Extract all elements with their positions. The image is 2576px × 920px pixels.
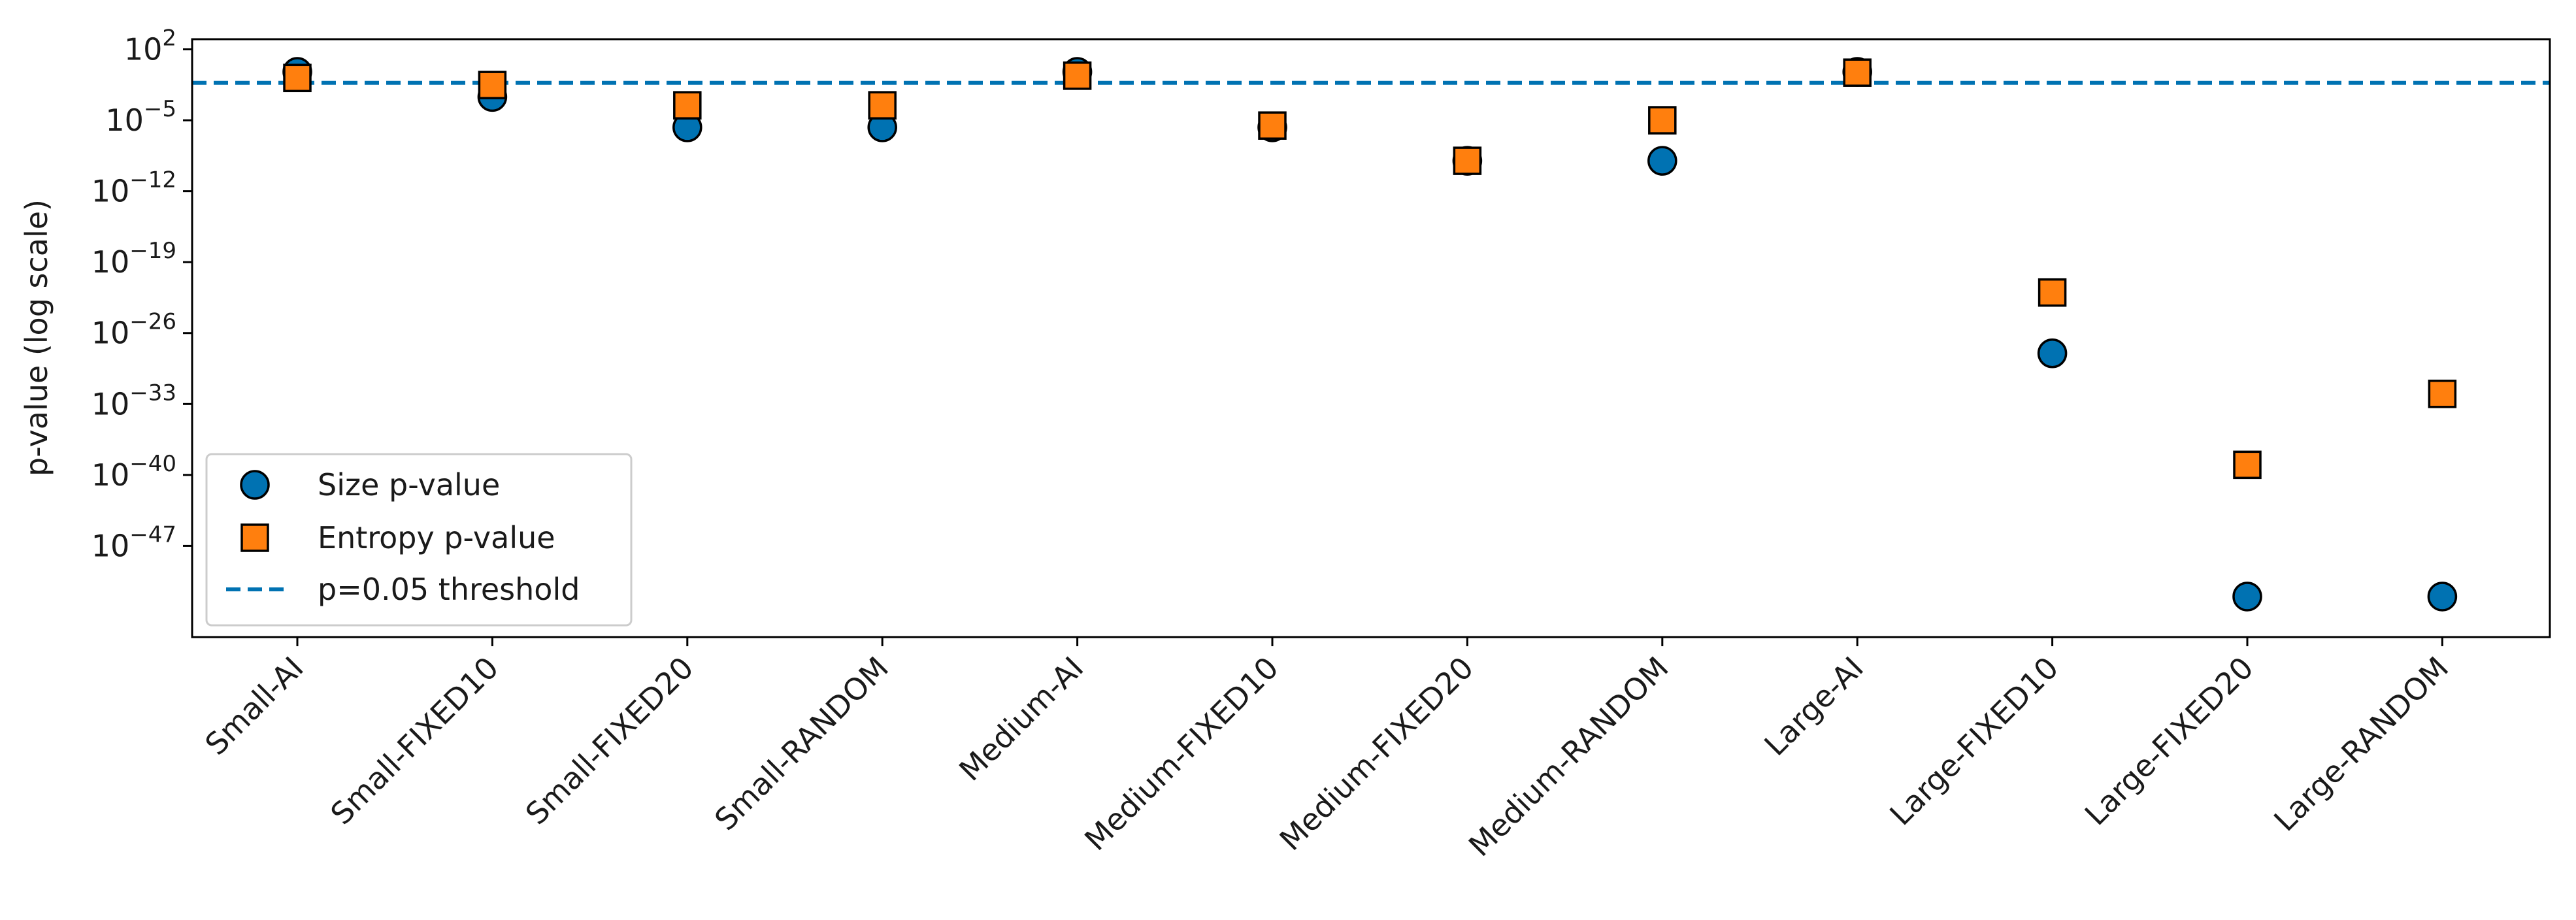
legend-frame xyxy=(205,453,633,627)
size-p-value-point xyxy=(2232,582,2262,612)
y-tick-exponent: −33 xyxy=(129,380,176,406)
y-tick-exponent: −5 xyxy=(144,96,176,122)
y-tick-exponent: −26 xyxy=(129,309,176,335)
x-tick-label: Medium-FIXED20 xyxy=(1273,650,1481,858)
x-tick-label: Large-RANDOM xyxy=(2267,650,2455,838)
y-tick-exponent: −47 xyxy=(129,521,176,548)
y-tick-base: 10 xyxy=(124,32,163,67)
y-tick-label: 10−12 xyxy=(91,167,176,209)
entropy-p-value-point xyxy=(2038,278,2067,307)
y-tick-exponent: −12 xyxy=(129,167,176,193)
entropy-p-value-point xyxy=(1648,106,1677,135)
entropy-p-value-point xyxy=(2233,450,2262,480)
entropy-p-value-point xyxy=(1258,111,1287,140)
legend: Size p-value Entropy p-value p=0.05 thresh… xyxy=(205,453,633,627)
y-tick-label: 10−5 xyxy=(105,96,176,138)
y-tick-base: 10 xyxy=(91,244,130,280)
y-tick-label: 10−19 xyxy=(91,238,176,280)
entropy-p-value-point xyxy=(1063,61,1092,90)
data-markers xyxy=(282,57,2458,612)
entropy-p-value-point xyxy=(2428,380,2457,408)
y-tick-label: 10−33 xyxy=(91,380,176,421)
y-axis-title: p-value (log scale) xyxy=(19,199,54,476)
x-tick-label: Large-AI xyxy=(1757,650,1870,763)
size-p-value-point xyxy=(2037,338,2068,369)
y-tick-label: 10−40 xyxy=(91,451,176,493)
size-p-value-point xyxy=(2427,582,2458,612)
legend-size-marker xyxy=(240,470,270,500)
entropy-p-value-point xyxy=(1843,58,1872,87)
entropy-p-value-point xyxy=(283,63,312,93)
entropy-p-value-point xyxy=(673,91,702,120)
x-tick-label: Small-FIXED20 xyxy=(519,650,701,832)
y-tick-exponent: 2 xyxy=(162,25,176,52)
x-axis: Small-AI Small-FIXED10 Small-FIXED20 Small-… xyxy=(198,637,2455,863)
x-tick-label: Medium-AI xyxy=(952,650,1090,788)
x-tick-label: Small-RANDOM xyxy=(708,650,895,838)
y-tick-label: 102 xyxy=(124,25,176,67)
legend-threshold-label: p=0.05 threshold xyxy=(318,572,580,607)
legend-size-label: Size p-value xyxy=(318,467,500,502)
entropy-p-value-point xyxy=(1453,146,1482,175)
y-tick-label: 10−26 xyxy=(91,309,176,351)
x-tick-label: Medium-RANDOM xyxy=(1462,650,1676,864)
y-tick-exponent: −19 xyxy=(129,238,176,264)
y-tick-base: 10 xyxy=(91,174,130,209)
y-tick-base: 10 xyxy=(91,316,130,351)
entropy-p-value-point xyxy=(868,91,897,120)
x-tick-label: Small-AI xyxy=(198,650,310,762)
size-p-value-point xyxy=(1647,146,1677,176)
x-tick-label: Large-FIXED10 xyxy=(1883,650,2065,832)
x-tick-label: Medium-FIXED10 xyxy=(1078,650,1285,858)
x-tick-label: Large-FIXED20 xyxy=(2078,650,2260,832)
x-tick-label: Small-FIXED10 xyxy=(323,650,505,832)
y-tick-base: 10 xyxy=(91,457,130,493)
y-tick-base: 10 xyxy=(91,386,130,421)
legend-entropy-label: Entropy p-value xyxy=(318,520,555,555)
plot-area-frame xyxy=(191,38,2551,638)
y-tick-label: 10−47 xyxy=(91,521,176,563)
legend-entropy-marker xyxy=(240,523,269,552)
y-tick-exponent: −40 xyxy=(129,451,176,477)
y-tick-base: 10 xyxy=(91,528,130,563)
entropy-p-value-point xyxy=(478,71,507,99)
y-tick-base: 10 xyxy=(105,103,144,138)
